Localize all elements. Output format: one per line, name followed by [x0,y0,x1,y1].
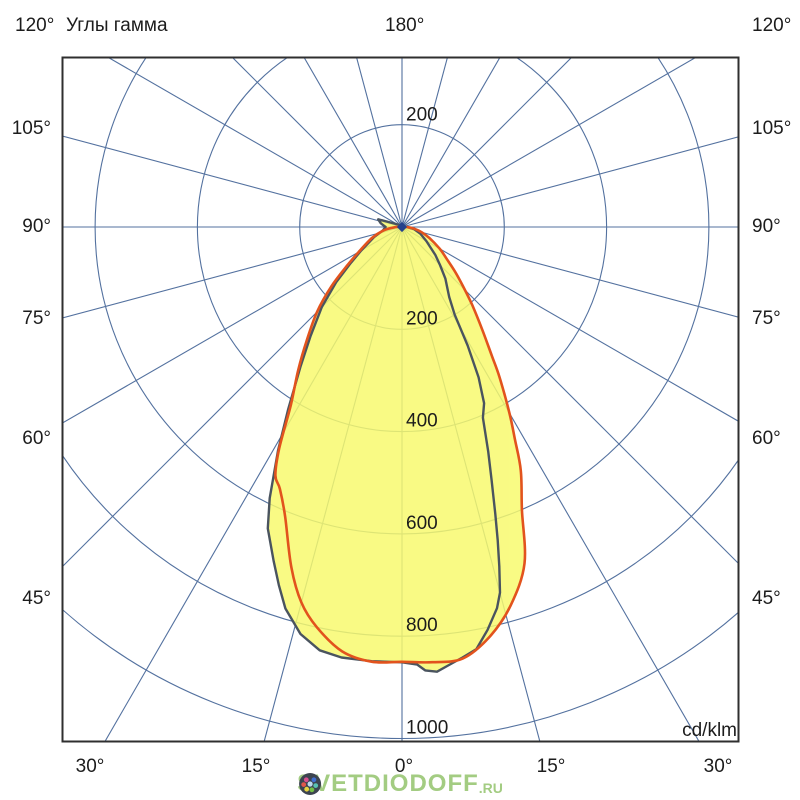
angle-tick-left: 105° [12,118,51,139]
grid-radial [401,57,501,228]
ring-label: 800 [406,615,438,636]
ring-label: 200 [406,308,438,329]
angle-tick-bottom: 30° [76,756,105,777]
grid-radial [106,57,403,228]
watermark: SVET DIODOFF .RU [297,772,503,796]
top-center-angle-label: 180° [385,15,425,36]
grid-radial [401,57,573,228]
ring-label: 400 [406,411,438,432]
grid-radial [231,57,403,228]
plot-border [61,56,740,743]
angle-tick-right: 75° [752,308,781,329]
angle-tick-right: 105° [752,118,791,139]
angle-tick-bottom: 0° [395,756,413,777]
angle-tick-left: 45° [22,588,51,609]
grid-radial [62,226,403,568]
beam-fill-c90 [267,219,500,672]
grid-radial [401,226,739,565]
grid-radial [401,136,739,228]
ring-label: 1000 [406,718,448,739]
angle-tick-left: 90° [22,216,51,237]
angle-tick-left: 75° [22,308,51,329]
color-wheel-icon [299,773,322,795]
curve-c0-c180 [274,225,527,664]
grid-radial [62,226,403,319]
angle-tick-right: 60° [752,428,781,449]
grid-radial [355,57,403,228]
watermark-text-3: .RU [478,780,503,796]
grid-radial [62,135,403,228]
grid-radial [401,57,449,228]
grid-radial [401,57,698,228]
grid-radial [62,226,403,424]
watermark-text-2: DIODOFF [363,770,479,797]
units-label: cd/klm [682,720,737,741]
angle-tick-bottom: 15° [537,756,566,777]
angle-tick-right: 90° [752,216,781,237]
ring-label: 600 [406,513,438,534]
chart-title: Углы гамма [66,15,168,36]
grid-radial [303,57,403,228]
grid-radial [401,226,739,423]
grid-radial [401,226,739,318]
angle-tick-right: 45° [752,588,781,609]
top-left-angle-label: 120° [15,15,55,36]
ring-label-top: 200 [406,105,438,126]
angle-tick-bottom: 15° [242,756,271,777]
curve-c90-c270 [266,218,502,673]
top-right-angle-label: 120° [752,15,792,36]
angle-tick-left: 60° [22,428,51,449]
angle-tick-bottom: 30° [704,756,733,777]
